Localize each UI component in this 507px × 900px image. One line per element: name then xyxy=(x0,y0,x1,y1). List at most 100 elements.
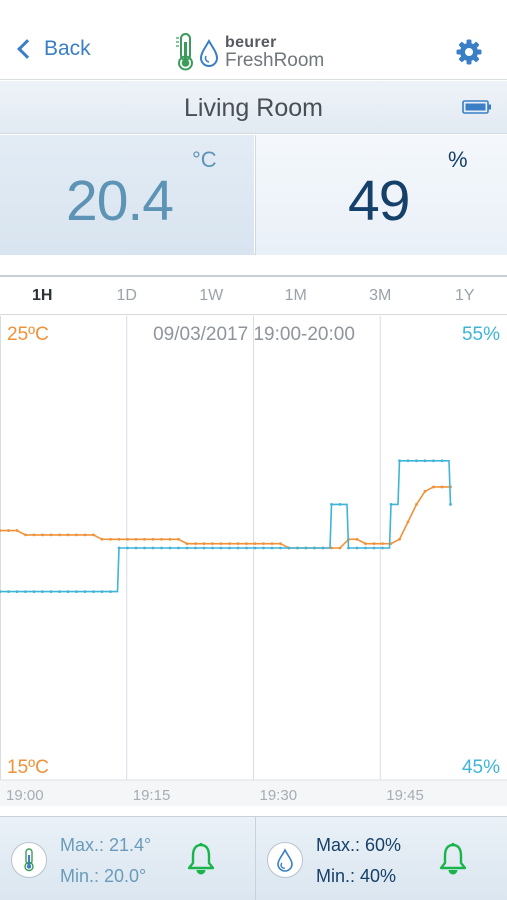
history-chart[interactable]: 19:00 19:15 19:30 19:45 09/03/2017 19:00-20… xyxy=(0,316,507,806)
humidity-point xyxy=(415,459,418,463)
humidity-point xyxy=(126,546,129,550)
temperature-reading: 20.4 °C xyxy=(0,135,254,255)
temperature-point xyxy=(126,537,129,541)
product-name: FreshRoom xyxy=(225,49,325,71)
humidity-point xyxy=(32,590,36,593)
temperature-point xyxy=(143,537,146,541)
temperature-point xyxy=(117,537,121,541)
temperature-alarm-bell-icon[interactable] xyxy=(184,842,218,876)
temperature-point xyxy=(372,542,376,546)
left-axis-min-label: 15ºC xyxy=(7,757,49,778)
tab-3m[interactable]: 3M xyxy=(369,287,392,304)
humidity-point xyxy=(372,546,376,550)
humidity-point xyxy=(151,546,155,550)
tab-1w[interactable]: 1W xyxy=(199,287,224,304)
temperature-point xyxy=(381,542,384,546)
humidity-point xyxy=(0,590,2,593)
humidity-point xyxy=(134,546,138,550)
temperature-point xyxy=(338,546,342,550)
temperature-point xyxy=(279,542,282,546)
temperature-point xyxy=(0,529,2,532)
humidity-point xyxy=(117,546,121,550)
temperature-point xyxy=(432,485,435,489)
x-tick-label: 19:30 xyxy=(260,787,298,804)
temperature-point xyxy=(194,542,197,546)
battery-icon xyxy=(462,100,491,114)
x-tick-label: 19:00 xyxy=(6,787,44,804)
humidity-point xyxy=(279,546,282,550)
humidity-point xyxy=(364,546,367,550)
temperature-point xyxy=(245,542,248,546)
temperature-point xyxy=(134,537,138,541)
temperature-series-line xyxy=(0,486,451,549)
chevron-left-icon xyxy=(17,39,37,59)
humidity-point xyxy=(270,546,274,550)
temperature-max: Max.: 21.4° xyxy=(60,835,152,855)
humidity-point xyxy=(15,590,19,593)
temperature-point xyxy=(66,533,70,537)
temperature-point xyxy=(211,542,214,546)
humidity-point xyxy=(58,590,61,593)
room-title: Living Room xyxy=(184,94,323,122)
temperature-point xyxy=(185,542,189,546)
humidity-point xyxy=(338,503,342,506)
humidity-point xyxy=(160,546,163,550)
temperature-point xyxy=(364,542,367,546)
humidity-point xyxy=(49,590,53,593)
gear-icon[interactable] xyxy=(456,39,482,65)
humidity-point xyxy=(228,546,231,550)
humidity-point xyxy=(398,459,401,463)
humidity-point xyxy=(423,459,427,463)
humidity-point xyxy=(143,546,146,550)
humidity-point xyxy=(245,546,248,550)
droplet-icon xyxy=(267,842,303,878)
back-button[interactable]: Back xyxy=(14,37,91,61)
temperature-point xyxy=(236,542,240,546)
x-tick-label: 19:45 xyxy=(386,787,424,804)
temperature-point xyxy=(202,542,206,546)
humidity-reading: 49 % xyxy=(255,135,507,255)
humidity-point xyxy=(304,546,308,550)
humidity-point xyxy=(219,546,223,550)
tab-1m[interactable]: 1M xyxy=(284,287,307,304)
temperature-point xyxy=(41,533,44,537)
temperature-point xyxy=(253,542,257,546)
tab-1h[interactable]: 1H xyxy=(32,287,53,304)
humidity-point xyxy=(41,590,44,593)
humidity-point xyxy=(177,546,180,550)
temperature-point xyxy=(100,537,104,541)
humidity-point xyxy=(92,590,95,593)
humidity-point xyxy=(330,503,333,506)
right-axis-min-label: 45% xyxy=(462,757,500,778)
temperature-unit: °C xyxy=(192,147,217,172)
left-axis-max-label: 25ºC xyxy=(7,324,49,345)
humidity-point xyxy=(262,546,265,550)
humidity-point xyxy=(75,590,78,593)
temperature-point xyxy=(177,537,180,541)
humidity-alarm-bell-icon[interactable] xyxy=(436,842,470,876)
temperature-point xyxy=(219,542,223,546)
humidity-point xyxy=(432,459,435,463)
humidity-min: Min.: 40% xyxy=(316,866,397,886)
tab-1d[interactable]: 1D xyxy=(116,287,137,304)
room-bar: Living Room xyxy=(0,81,507,134)
humidity-point xyxy=(287,546,291,550)
humidity-point xyxy=(381,546,384,550)
temperature-point xyxy=(75,533,78,537)
stats-footer: Max.: 21.4° Min.: 20.0° Max.: 60% Min.: … xyxy=(0,816,507,900)
app-logo: beurer FreshRoom xyxy=(175,30,324,74)
temperature-point xyxy=(109,537,112,541)
temperature-point xyxy=(406,520,410,524)
humidity-value: 49 xyxy=(348,169,410,233)
humidity-point xyxy=(347,546,350,550)
tab-1y[interactable]: 1Y xyxy=(454,287,475,304)
humidity-point xyxy=(321,546,325,550)
humidity-unit: % xyxy=(448,147,468,172)
temperature-point xyxy=(440,485,444,489)
temperature-point xyxy=(92,533,95,537)
humidity-point xyxy=(355,546,359,550)
current-readings: 20.4 °C 49 % xyxy=(0,135,507,255)
thermometer-droplet-logo-icon xyxy=(176,33,219,71)
temperature-stats: Max.: 21.4° Min.: 20.0° xyxy=(0,817,254,900)
temperature-point xyxy=(168,537,172,541)
